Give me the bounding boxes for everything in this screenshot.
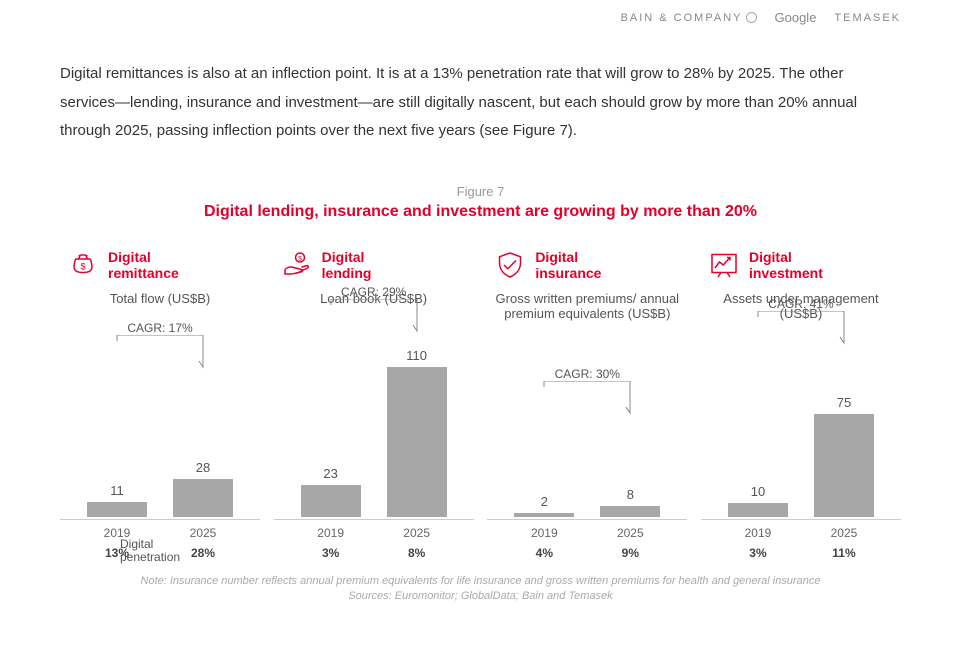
bar-rect: [514, 513, 574, 517]
bar: 10: [728, 484, 788, 517]
bar-value: 11: [110, 483, 124, 498]
lending-icon: $: [282, 250, 312, 280]
penetration-value: 3%: [728, 546, 788, 560]
bar-value: 110: [406, 348, 427, 363]
bar-rect: [600, 506, 660, 517]
year-label: 2019: [514, 526, 574, 540]
penetration-value: 8%: [387, 546, 447, 560]
penetration-value: 3%: [301, 546, 361, 560]
bar-rect: [173, 479, 233, 517]
note-line-2: Sources: Euromonitor; GlobalData; Bain a…: [60, 589, 901, 604]
chart-panels: $ Digitalremittance Total flow (US$B) CAGR…: [60, 249, 901, 560]
bar-value: 8: [627, 487, 634, 502]
bar: 2: [514, 494, 574, 517]
chart-panel: Digitalinsurance Gross written premiums/ …: [487, 249, 687, 560]
temasek-logo: TEMASEK: [834, 12, 901, 24]
panel-metric: Gross written premiums/ annual premium e…: [487, 291, 687, 339]
year-row: 2019 2025: [701, 526, 901, 540]
header-logos: BAIN & COMPANY Google TEMASEK: [621, 10, 901, 25]
year-label: 2025: [387, 526, 447, 540]
bar-value: 28: [196, 460, 210, 475]
axis-line: [274, 519, 474, 520]
chart-panel: Digitalinvestment Assets under management…: [701, 249, 901, 560]
note-line-1: Note: Insurance number reflects annual p…: [60, 574, 901, 589]
svg-text:$: $: [80, 261, 85, 271]
bar-rect: [814, 414, 874, 516]
year-row: 2019 2025: [274, 526, 474, 540]
figure-label: Figure 7: [60, 184, 901, 199]
bar-rect: [387, 367, 447, 517]
bar-chart: CAGR: 29% 23110: [274, 339, 474, 519]
bar: 28: [173, 460, 233, 517]
panel-metric: Assets under management (US$B): [701, 291, 901, 339]
panel-header: $ Digitalremittance: [60, 249, 260, 281]
bar-value: 2: [541, 494, 548, 509]
year-label: 2025: [600, 526, 660, 540]
google-logo: Google: [775, 10, 817, 25]
panel-label: Digitalremittance: [108, 249, 179, 281]
year-label: 2019: [728, 526, 788, 540]
penetration-row: 3% 11%: [701, 546, 901, 560]
chart-panel: $ DigitalremittanceTotal flow (US$B)CAGR…: [60, 249, 260, 560]
penetration-value: 4%: [514, 546, 574, 560]
panel-header: $ Digitallending: [274, 249, 474, 281]
year-label: 2019: [301, 526, 361, 540]
panel-label: Digitalinvestment: [749, 249, 823, 281]
figure-note: Note: Insurance number reflects annual p…: [60, 574, 901, 605]
body-paragraph: Digital remittances is also at an inflec…: [60, 60, 880, 146]
bar-value: 75: [837, 395, 851, 410]
panel-label: Digitallending: [322, 249, 372, 281]
axis-line: [487, 519, 687, 520]
year-label: 2025: [173, 526, 233, 540]
bar-value: 10: [751, 484, 765, 499]
panel-header: Digitalinsurance: [487, 249, 687, 281]
insurance-icon: [495, 250, 525, 280]
penetration-value: 28%: [173, 546, 233, 560]
cagr-label: CAGR: 30%: [542, 367, 632, 381]
year-row: 2019 2025: [487, 526, 687, 540]
bar-chart: CAGR: 17% 1128: [60, 339, 260, 519]
penetration-label: Digitalpenetration: [120, 538, 180, 564]
panel-header: Digitalinvestment: [701, 249, 901, 281]
panel-label: Digitalinsurance: [535, 249, 601, 281]
bar: 11: [87, 483, 147, 517]
investment-icon: [709, 250, 739, 280]
chart-panel: $ DigitallendingLoan book (US$B)CAGR: 29…: [274, 249, 474, 560]
penetration-row: 4% 9%: [487, 546, 687, 560]
bar-rect: [728, 503, 788, 517]
bar: 110: [387, 348, 447, 517]
bar: 8: [600, 487, 660, 517]
year-label: 2025: [814, 526, 874, 540]
penetration-row: 3% 8%: [274, 546, 474, 560]
panel-metric: Total flow (US$B): [60, 291, 260, 339]
panel-metric: Loan book (US$B): [274, 291, 474, 339]
svg-text:$: $: [298, 255, 302, 262]
bain-logo: BAIN & COMPANY: [621, 12, 757, 24]
remittance-icon: $: [68, 250, 98, 280]
figure-title: Digital lending, insurance and investmen…: [60, 203, 901, 221]
penetration-value: 9%: [600, 546, 660, 560]
bar: 23: [301, 466, 361, 516]
bar-chart: CAGR: 41% 1075: [701, 339, 901, 519]
cagr-annotation: CAGR: 30%: [542, 367, 632, 421]
bar-chart: CAGR: 30% 2 8: [487, 339, 687, 519]
penetration-value: 11%: [814, 546, 874, 560]
axis-line: [701, 519, 901, 520]
bar: 75: [814, 395, 874, 516]
bar-rect: [87, 502, 147, 517]
bar-value: 23: [323, 466, 337, 481]
bar-rect: [301, 485, 361, 516]
axis-line: [60, 519, 260, 520]
